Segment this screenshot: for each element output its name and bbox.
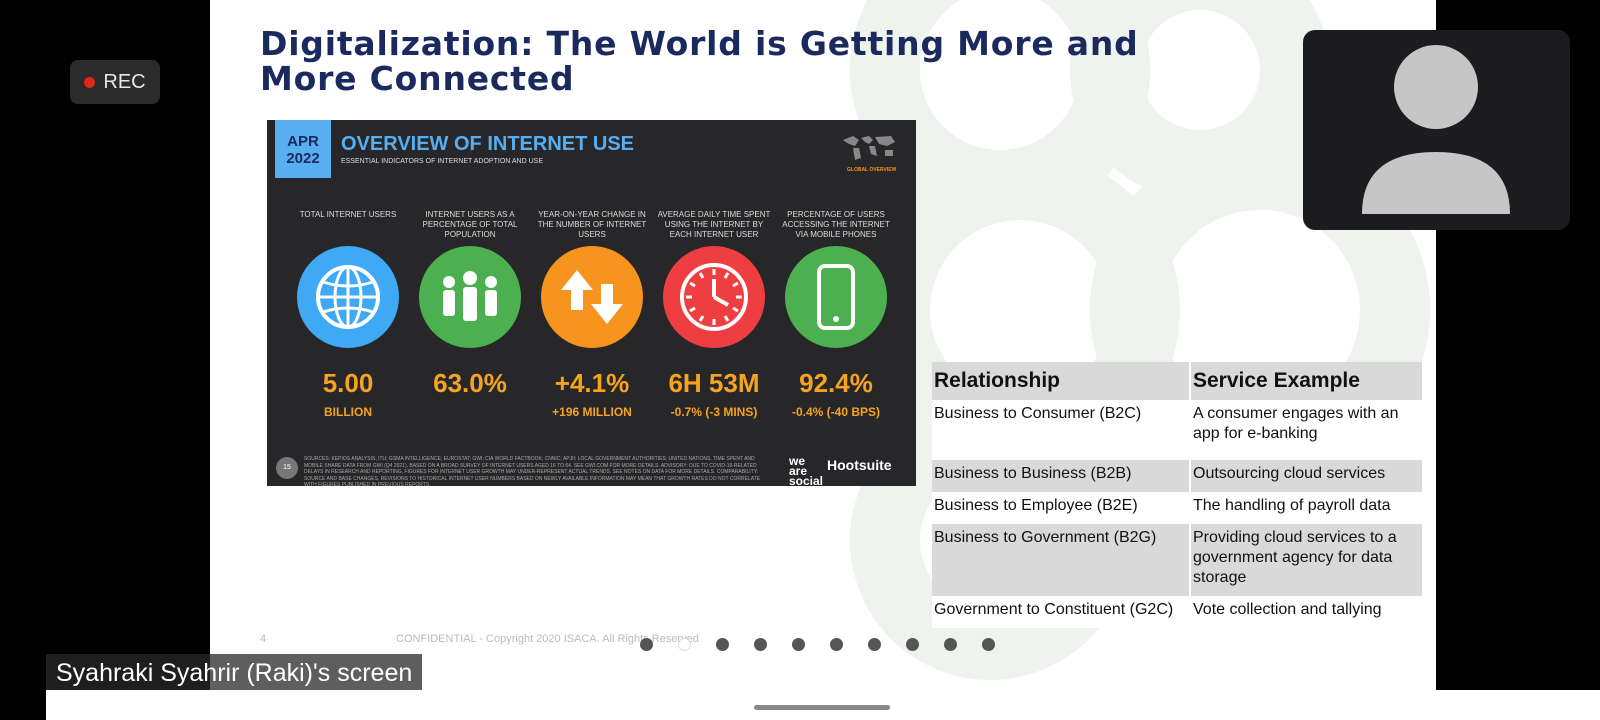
table-header-row: Relationship Service Example xyxy=(932,362,1422,400)
pagination-dot[interactable] xyxy=(640,638,653,651)
pagination-dot[interactable] xyxy=(944,638,957,651)
participant-video-tile[interactable] xyxy=(1303,30,1570,230)
metric-subvalue: -0.4% (-40 BPS) xyxy=(791,405,881,419)
table-header: Relationship xyxy=(934,369,1061,392)
metric-subvalue: BILLION xyxy=(324,405,372,419)
metric-mobile-access: PERCENTAGE OF USERS ACCESSING THE INTERN… xyxy=(775,210,897,419)
relationship-table: Relationship Service Example Business to… xyxy=(932,362,1422,628)
table-cell: Business to Business (B2B) xyxy=(934,465,1132,482)
table-cell: Government to Constituent (G2C) xyxy=(934,601,1174,618)
pagination-dot[interactable] xyxy=(678,638,691,651)
table-cell: Business to Government (B2G) xyxy=(934,529,1157,546)
person-avatar-icon xyxy=(1362,45,1510,214)
slide-title: Digitalization: The World is Getting Mor… xyxy=(260,24,1139,98)
date-month: APR xyxy=(287,133,319,150)
metric-value: 6H 53M xyxy=(668,368,760,398)
metric-value: 63.0% xyxy=(433,368,507,398)
table-row: Business to Business (B2B) Outsourcing c… xyxy=(932,460,1422,492)
pagination-dot[interactable] xyxy=(830,638,843,651)
hootsuite-logo: Hootsuite xyxy=(827,457,892,473)
table-row: Business to Employee (B2E) The handling … xyxy=(932,492,1422,524)
shared-slide: Digitalization: The World is Getting Mor… xyxy=(210,0,1436,690)
recording-label: REC xyxy=(103,70,146,93)
table-row: Business to Government (B2G) Providing c… xyxy=(932,524,1422,596)
clock-icon xyxy=(663,246,765,348)
phone-icon xyxy=(785,246,887,348)
table-cell: Vote collection and tallying xyxy=(1189,596,1422,628)
metric-label: PERCENTAGE OF USERS ACCESSING THE INTERN… xyxy=(782,210,890,239)
metric-label: YEAR-ON-YEAR CHANGE IN THE NUMBER OF INT… xyxy=(537,210,647,239)
metric-daily-time: AVERAGE DAILY TIME SPENT USING THE INTER… xyxy=(653,210,775,419)
table-row: Business to Consumer (B2C) A consumer en… xyxy=(932,400,1422,460)
world-map-icon xyxy=(843,136,895,160)
table-cell: A consumer engages with an app for e-ban… xyxy=(1189,400,1422,460)
infographic-title: OVERVIEW OF INTERNET USE xyxy=(341,133,634,155)
pagination-dot[interactable] xyxy=(792,638,805,651)
table-cell: Outsourcing cloud services xyxy=(1189,460,1422,492)
globe-icon xyxy=(297,246,399,348)
metric-label: TOTAL INTERNET USERS xyxy=(299,210,397,219)
date-year: 2022 xyxy=(286,150,320,167)
slide-pagination-dots[interactable] xyxy=(640,638,995,651)
pagination-dot[interactable] xyxy=(716,638,729,651)
screen-share-label: Syahraki Syahrir (Raki)'s screen xyxy=(46,654,423,692)
table-header: Service Example xyxy=(1189,362,1422,400)
table-row: Government to Constituent (G2C) Vote col… xyxy=(932,596,1422,628)
metric-subvalue: -0.7% (-3 MINS) xyxy=(670,405,758,419)
metric-value: 5.00 xyxy=(322,368,374,398)
metric-label: AVERAGE DAILY TIME SPENT USING THE INTER… xyxy=(657,210,771,239)
people-icon xyxy=(419,246,521,348)
metric-value: 92.4% xyxy=(799,368,873,398)
slide-copyright: CONFIDENTIAL - Copyright 2020 ISACA. All… xyxy=(396,633,699,645)
metric-value: +4.1% xyxy=(554,368,630,398)
infographic-tag: GLOBAL OVERVIEW xyxy=(847,167,897,173)
metric-total-users: TOTAL INTERNET USERS 5.00 BILLION xyxy=(287,210,409,419)
infographic-date: APR 2022 xyxy=(275,120,331,178)
metric-label: INTERNET USERS AS A PERCENTAGE OF TOTAL … xyxy=(422,210,518,239)
recording-indicator[interactable]: REC xyxy=(70,60,160,104)
infographic-sources: SOURCES: KEPIOS ANALYSIS; ITU; GSMA INTE… xyxy=(304,456,761,488)
metric-percentage-population: INTERNET USERS AS A PERCENTAGE OF TOTAL … xyxy=(409,210,531,405)
metric-yoy-change: YEAR-ON-YEAR CHANGE IN THE NUMBER OF INT… xyxy=(531,210,653,419)
pagination-dot[interactable] xyxy=(982,638,995,651)
internet-use-infographic: APR 2022 OVERVIEW OF INTERNET USE ESSENT… xyxy=(267,120,916,488)
table-cell: The handling of payroll data xyxy=(1189,492,1422,524)
table-cell: Business to Consumer (B2C) xyxy=(934,405,1142,422)
infographic-page-number: 15 xyxy=(276,457,298,479)
slide-page-number: 4 xyxy=(260,633,267,645)
arrows-icon xyxy=(541,246,643,348)
infographic-subtitle: ESSENTIAL INDICATORS OF INTERNET ADOPTIO… xyxy=(341,158,543,165)
pagination-dot[interactable] xyxy=(906,638,919,651)
home-indicator[interactable] xyxy=(754,705,890,710)
metric-subvalue: +196 MILLION xyxy=(552,405,632,419)
table-cell: Providing cloud services to a government… xyxy=(1189,524,1422,596)
pagination-dot[interactable] xyxy=(754,638,767,651)
table-cell: Business to Employee (B2E) xyxy=(934,497,1138,514)
pagination-dot[interactable] xyxy=(868,638,881,651)
record-dot-icon xyxy=(84,76,96,88)
we-are-social-logo: we are social xyxy=(789,454,824,488)
